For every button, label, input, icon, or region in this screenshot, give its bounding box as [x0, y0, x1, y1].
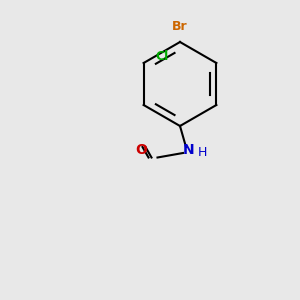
Text: Cl: Cl [156, 50, 169, 64]
Text: O: O [135, 143, 147, 157]
Text: N: N [183, 143, 195, 157]
Text: Br: Br [172, 20, 188, 33]
Text: H: H [198, 146, 207, 160]
